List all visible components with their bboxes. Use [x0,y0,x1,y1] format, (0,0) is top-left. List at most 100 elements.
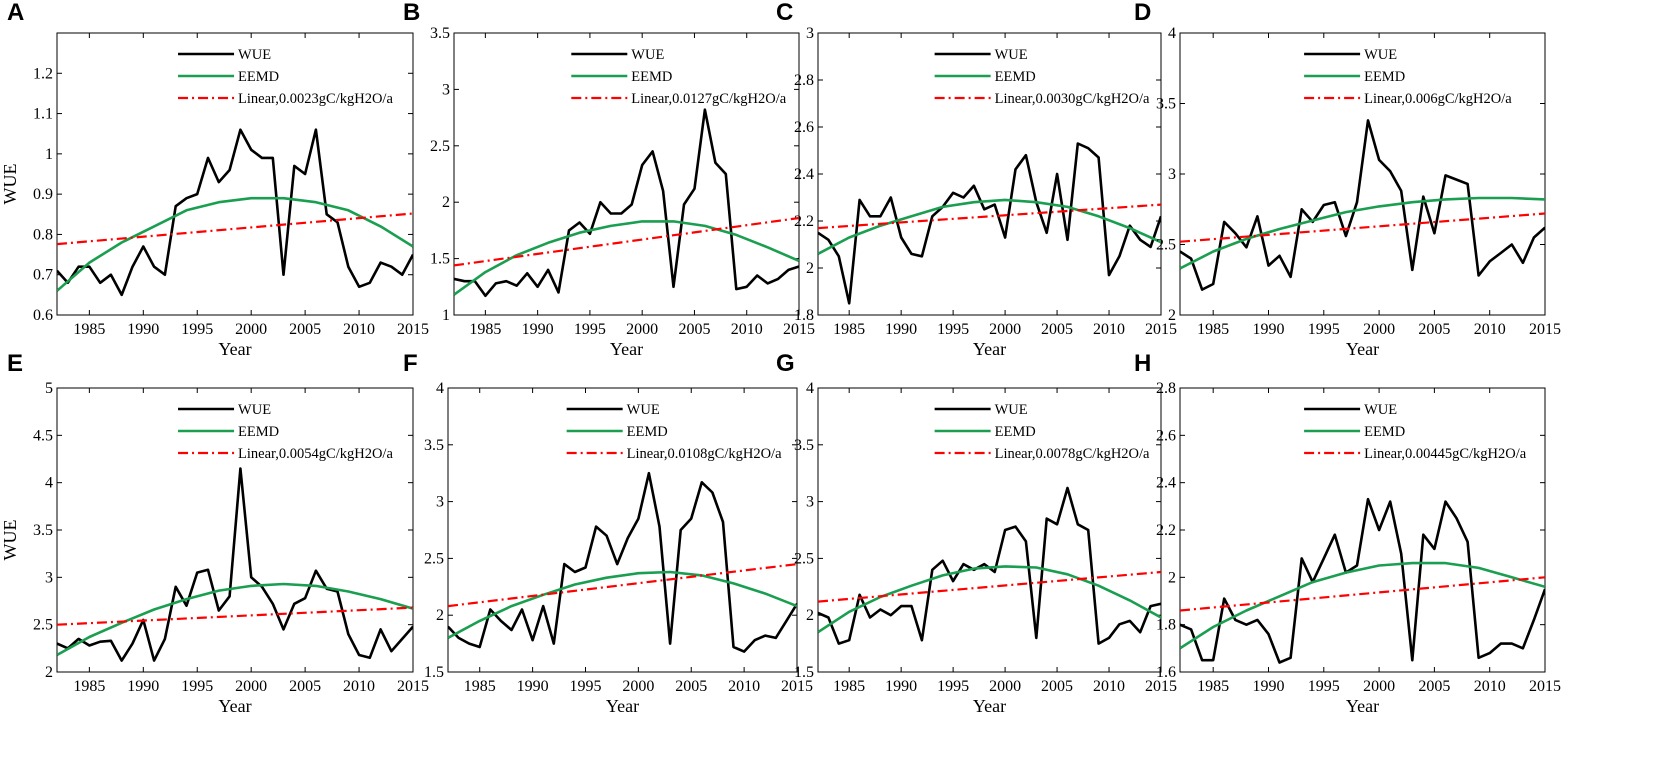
panel-h-eemd-curve [1180,561,1545,650]
panel-e-xtick-label: 1985 [73,678,105,695]
panel-a-wue-line [57,128,413,297]
panel-a-ytick-label: 0.9 [33,186,53,203]
panel-f-eemd-curve [448,570,797,640]
panel-f-legend-label-wue-line: WUE [627,402,660,418]
panel-d-ytick-label: 3 [1168,166,1176,183]
panel-h-wue-line [1180,497,1545,664]
panel-b-xtick-label: 2005 [678,321,710,338]
panel-c-ytick-label: 2.2 [794,213,814,230]
panel-a-axes-box [56,32,414,316]
panel-d-xtick-label: 2015 [1529,321,1561,338]
panel-g-xlabel: Year [973,696,1006,716]
panel-g-xtick-label: 1995 [937,678,969,695]
panel-f-ytick-label: 3.5 [424,437,444,454]
panel-g-ytick-label: 2.5 [794,550,814,567]
panel-a-xtick-label: 2010 [343,321,375,338]
panel-h-xtick-label: 2010 [1474,678,1506,695]
panel-f-legend-label-linear-trend: Linear,0.0108gC/kgH2O/a [627,446,782,462]
panel-h-letter: H [1134,350,1151,377]
panel-b-letter: B [403,0,420,26]
panel-a-xtick-label: 2000 [235,321,267,338]
panel-d-xtick-label: 1985 [1197,321,1229,338]
panel-c-legend-label-eemd-curve: EEMD [995,69,1036,85]
panel-d-xtick-label: 1990 [1252,321,1284,338]
panel-f-legend-label-eemd-curve: EEMD [627,424,668,440]
panel-c-xtick-label: 1990 [885,321,917,338]
panel-f-linear-trend [448,563,797,608]
panel-b-ytick-label: 1 [442,307,450,324]
panel-e-xtick-label: 2010 [343,678,375,695]
panel-g-xtick-label: 1990 [885,678,917,695]
panel-h-ytick-label: 1.8 [1156,617,1176,634]
panel-b-wue-line [454,108,799,298]
panel-e-xtick-label: 2005 [289,678,321,695]
panel-h-xtick-label: 1995 [1308,678,1340,695]
panel-h-xtick-label: 1985 [1197,678,1229,695]
panel-c-eemd-curve [818,198,1161,256]
panel-a-eemd-curve [57,196,413,292]
panel-e-legend-label-wue-line: WUE [238,402,271,418]
panel-e-xtick-label: 2015 [397,678,429,695]
panel-e-ytick-label: 3 [45,569,53,586]
panel-d-legend-label-linear-trend: Linear,0.006gC/kgH2O/a [1364,91,1512,107]
panel-a-xtick-label: 2005 [289,321,321,338]
panel-b-ytick-label: 3.5 [430,25,450,42]
panel-e-legend-label-eemd-curve: EEMD [238,424,279,440]
panel-d-xtick-label: 2005 [1418,321,1450,338]
panel-h-xtick-label: 2000 [1363,678,1395,695]
panel-g-ytick-label: 2 [806,607,814,624]
panel-g-ytick-label: 3 [806,494,814,511]
panel-d-xtick-label: 2000 [1363,321,1395,338]
panel-h-legend-label-linear-trend: Linear,0.00445gC/kgH2O/a [1364,446,1527,462]
panel-b-xtick-label: 1990 [522,321,554,338]
panel-c-ytick-label: 2.8 [794,72,814,89]
panel-a-ylabel: WUE [0,164,20,205]
panel-d-xtick-label: 1995 [1308,321,1340,338]
panel-g-xtick-label: 1985 [833,678,865,695]
panel-b-legend-label-wue-line: WUE [631,47,664,63]
panel-c-ytick-label: 2.4 [794,166,814,183]
panel-b-xtick-label: 1985 [469,321,501,338]
panel-b-xtick-label: 2015 [783,321,815,338]
panel-d-xlabel: Year [1346,339,1379,359]
panel-d-eemd-curve [1180,196,1545,270]
panel-f-xtick-label: 2010 [728,678,760,695]
panel-e-wue-line [57,467,413,662]
panel-f-ytick-label: 1.5 [424,664,444,681]
panel-g-legend-label-eemd-curve: EEMD [995,424,1036,440]
panel-a-xtick-label: 2015 [397,321,429,338]
panel-h-ytick-label: 1.6 [1156,664,1176,681]
panel-b-ytick-label: 1.5 [430,251,450,268]
panel-a-ytick-label: 1 [45,146,53,163]
panel-b-xtick-label: 2000 [626,321,658,338]
panel-a-legend-label-wue-line: WUE [238,47,271,63]
panel-a-legend-label-eemd-curve: EEMD [238,69,279,85]
panel-a-ytick-label: 1.2 [33,65,53,82]
panel-f-ytick-label: 2 [436,607,444,624]
panel-g-legend-label-linear-trend: Linear,0.0078gC/kgH2O/a [995,446,1150,462]
panel-f-wue-line [448,471,797,653]
panel-g-ytick-label: 1.5 [794,664,814,681]
panel-c-xtick-label: 2000 [989,321,1021,338]
panel-e-letter: E [7,350,23,377]
panel-h-ytick-label: 2.8 [1156,380,1176,397]
panel-c-xtick-label: 2010 [1093,321,1125,338]
panel-a-xtick-label: 1990 [127,321,159,338]
panel-h-ytick-label: 2.2 [1156,522,1176,539]
panel-e: E 1985 1990 1995 2000 2005 2010 2015 2 2.5 3 3.5 4 4.… [0,350,429,716]
panel-b-xlabel: Year [610,339,643,359]
panel-b-legend-label-linear-trend: Linear,0.0127gC/kgH2O/a [631,91,786,107]
panel-f-xtick-label: 1985 [464,678,496,695]
panel-h-legend-label-eemd-curve: EEMD [1364,424,1405,440]
panel-e-ytick-label: 4 [45,475,53,492]
panel-g-letter: G [776,350,795,377]
panel-c-ytick-label: 3 [806,25,814,42]
panel-h-ytick-label: 2 [1168,569,1176,586]
panel-a-legend-label-linear-trend: Linear,0.0023gC/kgH2O/a [238,91,393,107]
panel-a-letter: A [7,0,24,26]
panel-f-xtick-label: 1995 [569,678,601,695]
panel-h-xtick-label: 2005 [1418,678,1450,695]
panel-a-ytick-label: 0.6 [33,307,53,324]
